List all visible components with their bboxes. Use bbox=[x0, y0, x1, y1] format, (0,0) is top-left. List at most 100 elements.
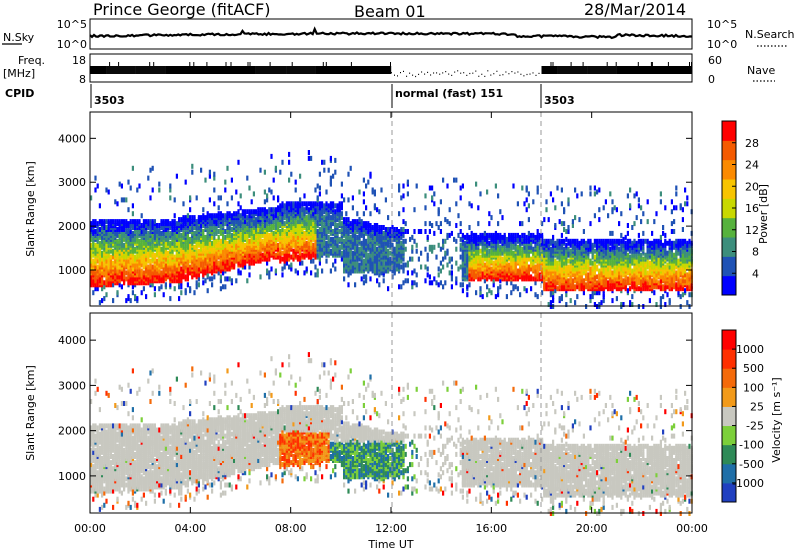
power-cell bbox=[134, 268, 137, 274]
power-cell bbox=[461, 288, 464, 294]
power-cell bbox=[321, 232, 324, 238]
power-cell bbox=[329, 201, 332, 207]
power-cell bbox=[96, 225, 99, 230]
power-cell bbox=[426, 234, 429, 240]
freq-mark bbox=[273, 66, 275, 74]
power-cell bbox=[266, 193, 269, 199]
freq-mark bbox=[158, 66, 160, 74]
power-cell bbox=[272, 230, 275, 236]
power-cell bbox=[180, 223, 183, 228]
freq-mark bbox=[585, 66, 587, 74]
power-cell bbox=[208, 213, 211, 219]
power-cell bbox=[222, 270, 225, 276]
freq-mark bbox=[668, 66, 671, 74]
power-cell bbox=[318, 232, 321, 238]
power-cell bbox=[400, 264, 403, 270]
power-cell bbox=[371, 246, 374, 252]
power-cell bbox=[437, 282, 440, 288]
power-cell bbox=[470, 230, 473, 236]
power-cell bbox=[274, 207, 277, 213]
power-cell bbox=[358, 189, 361, 195]
power-cell bbox=[314, 248, 317, 254]
freq-mark bbox=[603, 66, 605, 74]
power-cell bbox=[376, 246, 379, 252]
power-cell bbox=[347, 217, 350, 223]
power-cell bbox=[184, 246, 187, 252]
power-cell bbox=[105, 292, 108, 298]
power-cell bbox=[494, 230, 497, 236]
power-cell bbox=[237, 213, 240, 219]
power-cell bbox=[235, 189, 238, 195]
freq-mark bbox=[108, 66, 110, 74]
power-cell bbox=[362, 236, 365, 242]
power-cell bbox=[340, 201, 343, 207]
power-cell bbox=[101, 219, 104, 225]
power-cell bbox=[175, 266, 178, 272]
power-cell bbox=[292, 217, 295, 223]
power-cell bbox=[437, 225, 440, 230]
freq-mark bbox=[649, 66, 652, 74]
freq-mark bbox=[601, 66, 603, 74]
power-cell bbox=[257, 252, 260, 258]
freq-mark bbox=[306, 66, 308, 74]
power-cell bbox=[123, 242, 126, 248]
power-cell bbox=[241, 232, 244, 238]
power-cell bbox=[525, 288, 528, 294]
power-cell bbox=[296, 254, 299, 260]
freq-mark bbox=[365, 66, 368, 74]
power-cell bbox=[424, 229, 427, 234]
power-cell bbox=[426, 272, 429, 278]
power-cell bbox=[98, 219, 101, 225]
power-cell bbox=[351, 250, 354, 256]
power-cell bbox=[219, 274, 222, 280]
freq-mark bbox=[627, 66, 629, 74]
freq-mark bbox=[235, 66, 237, 74]
power-cell bbox=[347, 282, 350, 288]
power-cell bbox=[186, 282, 189, 288]
power-cell bbox=[107, 248, 110, 254]
power-cell bbox=[259, 207, 262, 213]
freq-mark bbox=[151, 66, 153, 74]
power-cell bbox=[457, 213, 460, 219]
power-cell bbox=[169, 282, 172, 288]
freq-mark bbox=[98, 66, 100, 74]
freq-mark bbox=[360, 66, 363, 74]
power-cell bbox=[290, 201, 293, 207]
freq-mark bbox=[247, 66, 249, 74]
nsearch-tick-bottom: 10^0 bbox=[707, 38, 737, 51]
freq-mark bbox=[224, 66, 226, 74]
freq-mark bbox=[557, 66, 559, 74]
power-cell bbox=[147, 219, 150, 225]
power-cell bbox=[360, 260, 363, 266]
freq-mark bbox=[261, 66, 263, 74]
freq-mark bbox=[138, 66, 140, 74]
power-cell bbox=[204, 256, 207, 262]
freq-mark bbox=[472, 72, 474, 74]
power-cell bbox=[411, 244, 414, 250]
power-cell bbox=[189, 286, 192, 292]
freq-mark bbox=[591, 66, 593, 74]
freq-mark bbox=[196, 66, 198, 74]
power-cell bbox=[175, 232, 178, 238]
power-cell bbox=[373, 266, 376, 272]
power-cell bbox=[134, 246, 137, 252]
freq-mark bbox=[351, 66, 354, 74]
power-cell bbox=[257, 227, 260, 232]
power-cell bbox=[248, 252, 251, 258]
freq-mark bbox=[136, 66, 138, 74]
power-cell bbox=[345, 264, 348, 270]
power-cell bbox=[296, 234, 299, 240]
power-cell bbox=[211, 282, 214, 288]
power-cell bbox=[512, 250, 515, 256]
power-cell bbox=[523, 286, 526, 292]
power-cell bbox=[325, 211, 328, 217]
freq-mark bbox=[282, 66, 284, 74]
power-cell bbox=[439, 221, 442, 227]
power-cell bbox=[120, 219, 123, 225]
power-cell bbox=[358, 262, 361, 268]
power-cell bbox=[103, 296, 106, 302]
power-cell bbox=[316, 268, 319, 274]
freq-mark bbox=[326, 66, 328, 74]
power-cell bbox=[338, 219, 341, 225]
power-cell bbox=[497, 193, 500, 199]
